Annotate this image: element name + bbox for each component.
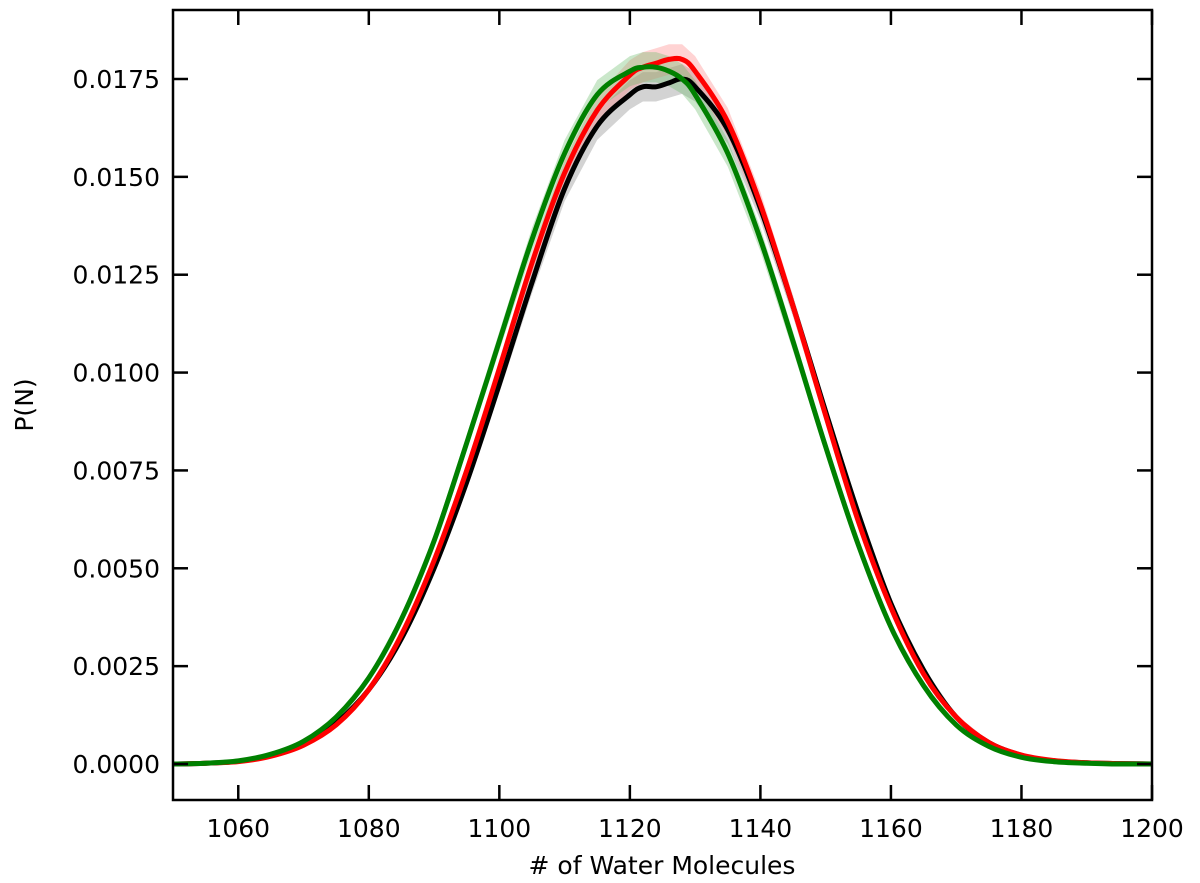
y-axis-ticks: 0.0000 0.0025 0.0050 0.0075 0.0100 0.0125 0.01… [73, 65, 1152, 779]
plot-frame [171, 8, 1154, 802]
x-tick-label: 1160 [859, 814, 923, 843]
x-tick-label: 1060 [206, 814, 270, 843]
band-red [173, 44, 1152, 764]
series-lines [172, 55, 1153, 767]
x-tick-label: 1200 [1120, 814, 1184, 843]
y-tick-label: 0.0050 [73, 554, 160, 583]
x-tick-label: 1100 [468, 814, 532, 843]
line-black [172, 76, 1153, 767]
x-axis-ticks: 1060 1080 1100 1120 1140 1160 1180 1200 [206, 10, 1184, 843]
x-tick-label: 1140 [729, 814, 793, 843]
y-axis-label: P(N) [10, 378, 39, 431]
y-tick-label: 0.0100 [73, 359, 160, 388]
y-tick-label: 0.0075 [73, 456, 160, 485]
y-tick-label: 0.0000 [73, 750, 160, 779]
confidence-bands [173, 44, 1152, 765]
y-tick-label: 0.0175 [73, 65, 160, 94]
x-tick-label: 1120 [598, 814, 662, 843]
line-green [172, 64, 1153, 767]
x-axis-label: # of Water Molecules [529, 851, 796, 880]
y-tick-label: 0.0025 [73, 652, 160, 681]
line-red [172, 55, 1153, 767]
band-black [173, 64, 1152, 765]
y-tick-label: 0.0150 [73, 163, 160, 192]
x-tick-label: 1180 [990, 814, 1054, 843]
band-green [173, 52, 1152, 765]
x-tick-label: 1080 [337, 814, 401, 843]
y-tick-label: 0.0125 [73, 261, 160, 290]
